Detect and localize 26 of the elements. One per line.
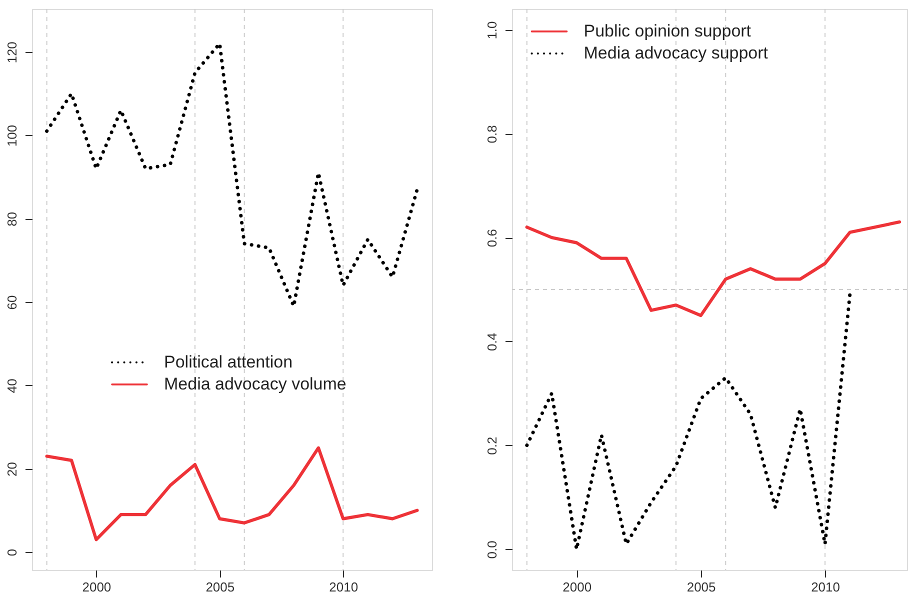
legend-label: Media advocacy support xyxy=(584,43,768,62)
legend-label: Political attention xyxy=(164,352,293,372)
y-tick-label: 0 xyxy=(4,548,20,556)
y-tick-label: 1.0 xyxy=(484,21,500,40)
x-tick-label: 2010 xyxy=(811,580,840,594)
x-tick-label: 2000 xyxy=(562,580,592,594)
x-tick-label: 2005 xyxy=(686,580,716,594)
y-tick-label: 0.0 xyxy=(484,540,500,559)
legend-label: Media advocacy volume xyxy=(164,374,346,394)
line-series xyxy=(45,446,419,542)
y-tick-label: 0.8 xyxy=(484,125,500,144)
y-tick-label: 100 xyxy=(4,124,20,147)
x-tick-label: 2010 xyxy=(329,580,358,594)
y-tick-label: 60 xyxy=(4,295,20,310)
legend-label: Public opinion support xyxy=(584,21,752,40)
y-tick-label: 20 xyxy=(4,462,20,476)
y-tick-label: 0.6 xyxy=(484,229,500,248)
x-tick-label: 2005 xyxy=(206,580,235,594)
y-tick-label: 120 xyxy=(4,42,20,64)
y-tick-label: 40 xyxy=(4,378,20,394)
y-tick-label: 80 xyxy=(4,212,20,226)
y-tick-label: 0.4 xyxy=(484,332,500,351)
y-tick-label: 0.2 xyxy=(484,436,500,455)
line-series xyxy=(525,292,852,551)
line-series xyxy=(525,220,902,318)
x-tick-label: 2000 xyxy=(82,580,112,594)
